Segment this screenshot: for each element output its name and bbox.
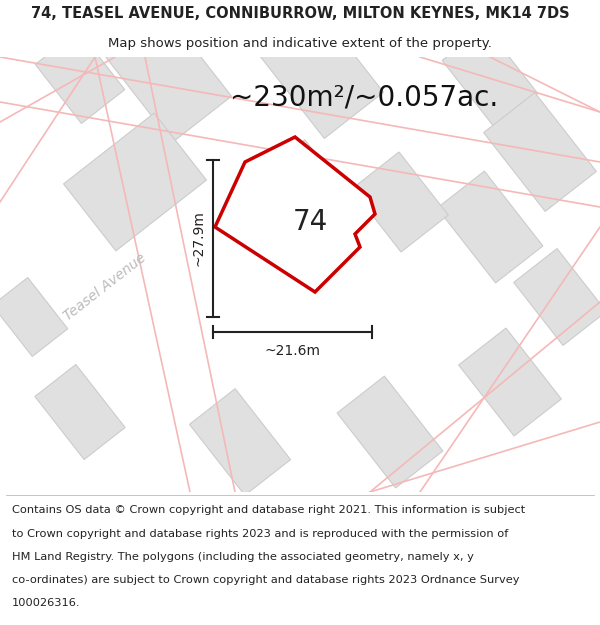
Polygon shape bbox=[458, 328, 562, 436]
Text: 100026316.: 100026316. bbox=[12, 598, 80, 608]
Text: 74: 74 bbox=[292, 208, 328, 236]
Text: ~230m²/~0.057ac.: ~230m²/~0.057ac. bbox=[230, 83, 498, 111]
Polygon shape bbox=[215, 137, 375, 292]
Polygon shape bbox=[442, 27, 538, 127]
Polygon shape bbox=[484, 92, 596, 211]
Polygon shape bbox=[337, 376, 443, 488]
Text: 74, TEASEL AVENUE, CONNIBURROW, MILTON KEYNES, MK14 7DS: 74, TEASEL AVENUE, CONNIBURROW, MILTON K… bbox=[31, 6, 569, 21]
Text: Contains OS data © Crown copyright and database right 2021. This information is : Contains OS data © Crown copyright and d… bbox=[12, 505, 525, 515]
Polygon shape bbox=[226, 140, 354, 264]
Polygon shape bbox=[64, 113, 206, 251]
Polygon shape bbox=[35, 364, 125, 459]
Text: Map shows position and indicative extent of the property.: Map shows position and indicative extent… bbox=[108, 38, 492, 51]
Polygon shape bbox=[98, 2, 232, 142]
Text: Teasel Avenue: Teasel Avenue bbox=[61, 251, 149, 323]
Text: ~21.6m: ~21.6m bbox=[265, 344, 320, 358]
Polygon shape bbox=[437, 171, 543, 283]
Polygon shape bbox=[190, 389, 290, 496]
Text: HM Land Registry. The polygons (including the associated geometry, namely x, y: HM Land Registry. The polygons (includin… bbox=[12, 552, 474, 562]
Polygon shape bbox=[257, 6, 383, 138]
Text: to Crown copyright and database rights 2023 and is reproduced with the permissio: to Crown copyright and database rights 2… bbox=[12, 529, 508, 539]
Polygon shape bbox=[514, 249, 600, 346]
Polygon shape bbox=[0, 278, 68, 356]
Text: ~27.9m: ~27.9m bbox=[191, 211, 205, 266]
Polygon shape bbox=[35, 31, 125, 124]
Polygon shape bbox=[352, 152, 448, 252]
Text: co-ordinates) are subject to Crown copyright and database rights 2023 Ordnance S: co-ordinates) are subject to Crown copyr… bbox=[12, 575, 520, 585]
